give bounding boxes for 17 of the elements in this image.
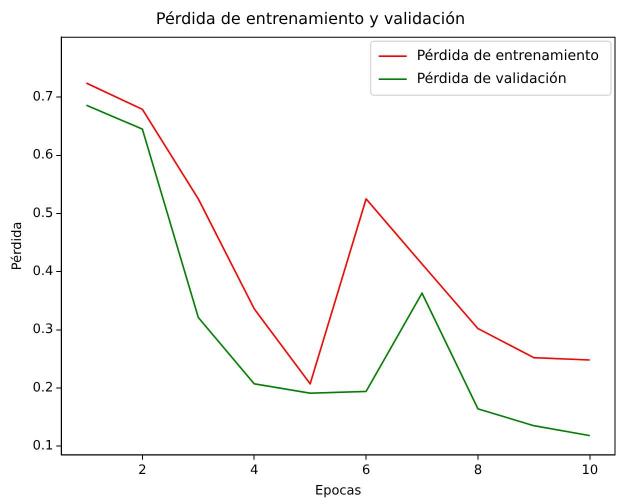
x-tick-label: 8 [474, 462, 482, 478]
x-axis-title: Epocas [314, 484, 362, 499]
legend-label: Pérdida de validación [416, 70, 567, 87]
y-tick-label: 0.4 [32, 264, 54, 279]
x-tick-label: 6 [362, 462, 370, 478]
x-tick-label: 2 [138, 462, 147, 478]
y-tick-label: 0.1 [32, 438, 54, 454]
chart-title: Pérdida de entrenamiento y validación [156, 8, 466, 28]
x-tick-label: 4 [250, 462, 258, 478]
y-tick-label: 0.3 [32, 322, 54, 338]
y-tick-label: 0.5 [32, 206, 54, 221]
legend-label: Pérdida de entrenamiento [416, 48, 600, 64]
x-tick-label: 10 [582, 462, 598, 478]
y-tick-label: 0.7 [32, 89, 54, 104]
y-tick-label: 0.6 [32, 148, 54, 163]
y-axis-title: Pérdida [10, 222, 26, 270]
y-tick-label: 0.2 [32, 380, 54, 396]
